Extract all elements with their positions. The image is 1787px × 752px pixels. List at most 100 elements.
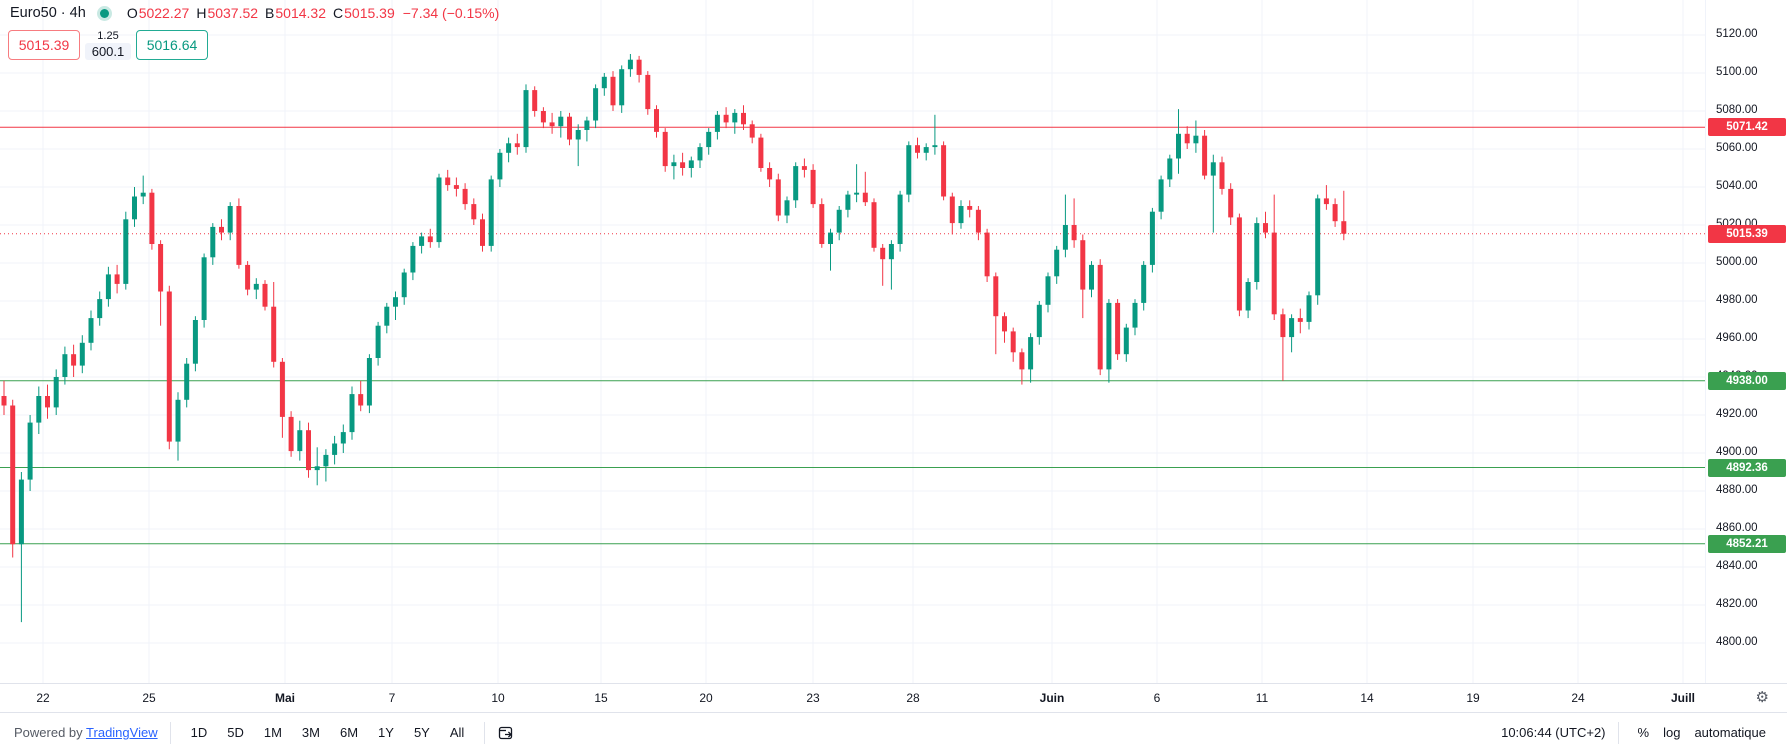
candle-body: [427, 236, 433, 243]
range-button-5y[interactable]: 5Y: [413, 725, 430, 740]
buy-button[interactable]: 5016.64: [136, 30, 208, 60]
symbol-title[interactable]: Euro50 · 4h: [10, 5, 86, 21]
candle-body: [123, 219, 129, 284]
candle-body: [27, 422, 33, 480]
range-button-6m[interactable]: 6M: [339, 725, 359, 740]
candle-body: [375, 325, 381, 358]
percent-scale-button[interactable]: %: [1637, 725, 1650, 740]
candle-body: [714, 114, 720, 132]
go-to-date-icon[interactable]: [497, 724, 514, 741]
candle-body: [62, 354, 68, 377]
candle-body: [984, 232, 990, 277]
candle-body: [1010, 331, 1016, 353]
candle-body: [349, 394, 355, 433]
price-tick-label: 5040.00: [1716, 179, 1758, 192]
chart-canvas[interactable]: [0, 0, 1705, 683]
candle-body: [1289, 318, 1295, 338]
candle-body: [584, 120, 590, 130]
candle-body: [1115, 302, 1121, 355]
range-button-1m[interactable]: 1M: [263, 725, 282, 740]
candlestick-chart[interactable]: [0, 0, 1705, 683]
price-tick-label: 5120.00: [1716, 27, 1758, 40]
candle-body: [549, 122, 555, 127]
candle-body: [166, 291, 172, 442]
time-tick-label: 19: [1466, 691, 1480, 705]
price-tick-label: 4880.00: [1716, 483, 1758, 496]
clock-label[interactable]: 10:06:44 (UTC+2): [1501, 725, 1606, 740]
candle-body: [262, 283, 268, 307]
candle-body: [941, 145, 947, 197]
candle-body: [828, 232, 833, 244]
candle-body: [784, 200, 790, 216]
divider: [1617, 721, 1619, 744]
candle-body: [18, 479, 24, 545]
candle-body: [253, 283, 259, 290]
candle-body: [306, 430, 311, 471]
price-axis[interactable]: 4800.00 4820.00 4840.00 4860.00 4880.00 4900.…: [1705, 0, 1787, 683]
candle-body: [654, 109, 659, 132]
candle-body: [393, 297, 398, 307]
time-tick-label: 10: [491, 691, 505, 705]
candle-body: [132, 196, 137, 220]
candle-body: [514, 143, 520, 148]
sell-button[interactable]: 5015.39: [8, 30, 80, 60]
candle-body: [888, 243, 894, 260]
candle-body: [1123, 327, 1129, 355]
candle-body: [53, 376, 59, 408]
candle-body: [662, 131, 668, 167]
log-scale-button[interactable]: log: [1663, 725, 1681, 740]
candle-body: [627, 59, 633, 70]
range-button-3m[interactable]: 3M: [301, 725, 320, 740]
candle-body: [636, 59, 642, 75]
time-tick-label: 20: [699, 691, 713, 705]
candle-body: [445, 177, 451, 186]
candle-body: [680, 162, 686, 168]
candle-body: [836, 209, 842, 233]
time-tick-label: Mai: [274, 691, 296, 705]
candle-body: [915, 145, 920, 153]
candle-body: [236, 205, 242, 265]
candle-body: [854, 192, 860, 195]
candle-body: [1089, 264, 1094, 290]
candle-body: [1097, 264, 1103, 370]
candle-body: [323, 454, 329, 467]
candle-body: [1332, 204, 1338, 222]
candle-body: [1036, 304, 1042, 338]
divider: [169, 721, 171, 744]
price-tick-label: 4920.00: [1716, 407, 1758, 420]
price-level-tag: 5015.39: [1708, 224, 1786, 243]
candle-body: [619, 69, 625, 106]
tradingview-link[interactable]: TradingView: [86, 725, 158, 740]
range-button-5d[interactable]: 5D: [227, 725, 244, 740]
time-axis[interactable]: 22 25 Mai 7 10 15 20 23 28 Juin 6 11 14 19 24 Juill ⚙: [0, 683, 1787, 712]
trade-widget: 5015.39 1.25 600.1 5016.64: [8, 30, 208, 60]
gear-icon[interactable]: ⚙: [1755, 689, 1769, 706]
candle-body: [1236, 217, 1242, 311]
candle-body: [897, 194, 903, 244]
time-tick-label: 15: [594, 691, 608, 705]
price-tick-label: 5060.00: [1716, 141, 1758, 154]
price-tick-label: 4820.00: [1716, 597, 1758, 610]
price-tick-label: 4840.00: [1716, 559, 1758, 572]
market-status-icon: [99, 8, 109, 18]
candle-body: [532, 90, 538, 111]
range-button-1y[interactable]: 1Y: [378, 725, 394, 740]
time-tick-label: 25: [142, 691, 156, 705]
legend: Euro50 · 4h O5022.27 H5037.52 B5014.32 C501…: [10, 5, 499, 21]
auto-scale-button[interactable]: automatique: [1694, 725, 1766, 740]
candle-body: [749, 124, 755, 138]
candle-body: [497, 152, 503, 180]
range-button-1d[interactable]: 1D: [190, 725, 208, 740]
candle-body: [845, 194, 851, 210]
candle-body: [1271, 232, 1277, 315]
ohlc-values: O5022.27 H5037.52 B5014.32 C5015.39: [127, 5, 395, 21]
price-level-tag: 4892.36: [1708, 458, 1786, 477]
candle-body: [1141, 264, 1147, 303]
time-tick-label: 22: [36, 691, 50, 705]
range-button-all[interactable]: All: [449, 725, 465, 740]
candle-body: [767, 167, 773, 180]
candle-body: [567, 116, 572, 140]
candle-body: [1028, 337, 1034, 370]
candle-body: [436, 177, 442, 243]
candle-body: [340, 432, 346, 444]
